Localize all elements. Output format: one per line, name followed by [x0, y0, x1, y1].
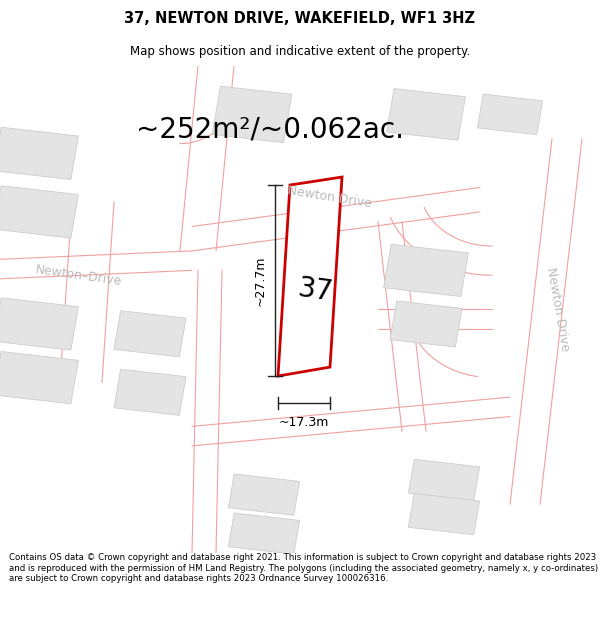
Polygon shape	[383, 244, 469, 296]
Polygon shape	[0, 351, 79, 404]
Text: 37: 37	[296, 274, 335, 308]
Text: Newton–Drive: Newton–Drive	[34, 262, 122, 288]
Text: ~252m²/~0.062ac.: ~252m²/~0.062ac.	[136, 115, 404, 143]
Text: 37, NEWTON DRIVE, WAKEFIELD, WF1 3HZ: 37, NEWTON DRIVE, WAKEFIELD, WF1 3HZ	[125, 11, 476, 26]
Polygon shape	[0, 298, 79, 350]
Text: ~27.7m: ~27.7m	[254, 255, 266, 306]
Text: Contains OS data © Crown copyright and database right 2021. This information is : Contains OS data © Crown copyright and d…	[9, 553, 598, 583]
Polygon shape	[478, 94, 542, 134]
Polygon shape	[212, 86, 292, 142]
Polygon shape	[0, 186, 79, 238]
Polygon shape	[409, 459, 479, 501]
Polygon shape	[390, 301, 462, 347]
Polygon shape	[386, 89, 466, 140]
Polygon shape	[278, 177, 342, 376]
Polygon shape	[229, 474, 299, 515]
Text: ~17.3m: ~17.3m	[279, 416, 329, 429]
Text: Newton Drive: Newton Drive	[544, 266, 572, 352]
Text: Newton Drive: Newton Drive	[287, 184, 373, 211]
Polygon shape	[0, 127, 79, 179]
Polygon shape	[114, 311, 186, 357]
Polygon shape	[114, 369, 186, 415]
Polygon shape	[229, 513, 299, 554]
Polygon shape	[409, 494, 479, 535]
Text: Map shows position and indicative extent of the property.: Map shows position and indicative extent…	[130, 45, 470, 58]
